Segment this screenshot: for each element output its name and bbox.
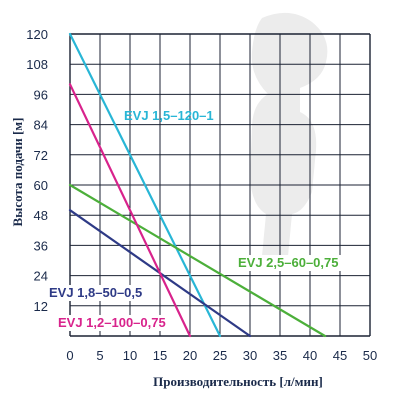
series-line: [68, 183, 327, 338]
watermark-figure: [250, 12, 328, 259]
x-tick-label: 45: [333, 348, 347, 363]
y-tick-label: 48: [34, 208, 48, 223]
series-label: EVJ 1,8–50–0,5: [49, 285, 142, 300]
x-tick-label: 35: [273, 348, 287, 363]
x-tick-label: 0: [66, 348, 73, 363]
y-tick-label: 12: [34, 299, 48, 314]
series-label: EVJ 1,2–100–0,75: [58, 315, 166, 330]
series-line: [68, 32, 222, 338]
x-tick-label: 40: [303, 348, 317, 363]
x-tick-labels: 0 5 10 15 20 25 30 35 40 45 50: [66, 348, 377, 363]
series-label-backdrop: [56, 315, 178, 331]
y-tick-label: 108: [26, 57, 48, 72]
series-line: [68, 83, 192, 338]
series-label-backdrop: [236, 255, 362, 271]
series-lines: [68, 32, 327, 338]
y-tick-label: 60: [34, 178, 48, 193]
series-label: EVJ 1,5–120–1: [124, 108, 214, 123]
y-tick-label: 84: [34, 118, 48, 133]
y-tick-label: 96: [34, 87, 48, 102]
x-axis-title: Производительность [л/мин]: [153, 374, 323, 389]
x-tick-label: 30: [243, 348, 257, 363]
x-tick-label: 5: [96, 348, 103, 363]
series-label-backdrop: [47, 285, 159, 301]
x-tick-label: 50: [363, 348, 377, 363]
y-tick-labels: 12 24 36 48 60 72 84 96 108 120: [26, 27, 48, 314]
y-tick-label: 120: [26, 27, 48, 42]
x-tick-label: 25: [213, 348, 227, 363]
x-tick-label: 15: [153, 348, 167, 363]
y-tick-label: 72: [34, 148, 48, 163]
y-tick-label: 24: [34, 269, 48, 284]
x-tick-label: 20: [183, 348, 197, 363]
y-axis-title: Высота подачи [м]: [10, 118, 25, 227]
y-tick-label: 36: [34, 238, 48, 253]
x-tick-label: 10: [123, 348, 137, 363]
grid-lines: [69, 33, 371, 337]
series-label: EVJ 2,5–60–0,75: [238, 255, 338, 270]
series-labels: EVJ 1,5–120–1 EVJ 2,5–60–0,75 EVJ 1,8–50–0…: [47, 108, 362, 331]
